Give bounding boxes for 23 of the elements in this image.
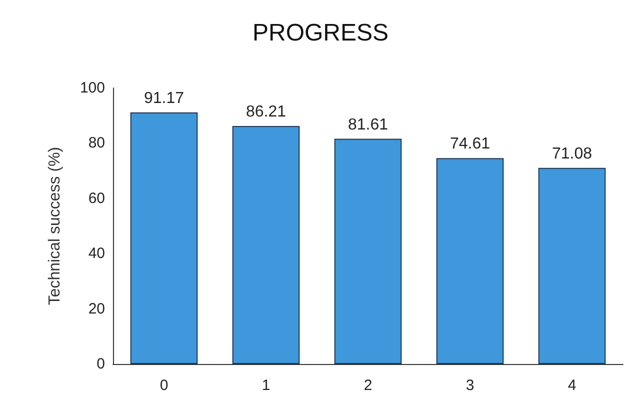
data-label: 81.61 <box>348 116 388 134</box>
y-tick-label: 100 <box>80 80 105 96</box>
y-tick-label: 0 <box>96 356 105 372</box>
bar <box>538 168 606 364</box>
x-tick-label: 1 <box>262 377 270 394</box>
data-label: 71.08 <box>552 145 592 162</box>
y-tick-label: 80 <box>88 134 105 152</box>
chart-title: PROGRESS <box>252 20 389 46</box>
bar <box>436 158 504 364</box>
data-label: 74.61 <box>450 136 490 153</box>
bar <box>334 138 402 364</box>
data-label: 86.21 <box>246 104 286 121</box>
data-label: 91.17 <box>144 90 184 107</box>
x-tick-label: 2 <box>364 377 372 394</box>
x-tick-label: 4 <box>568 377 576 394</box>
y-tick-label: 60 <box>88 190 105 207</box>
x-tick-label: 3 <box>466 377 474 394</box>
y-tick-label: 20 <box>88 300 105 318</box>
y-tick-label: 40 <box>88 245 105 262</box>
x-tick-label: 0 <box>160 377 168 394</box>
bar <box>130 112 198 364</box>
y-axis-title: Technical success (%) <box>46 146 64 306</box>
bar <box>232 126 300 364</box>
